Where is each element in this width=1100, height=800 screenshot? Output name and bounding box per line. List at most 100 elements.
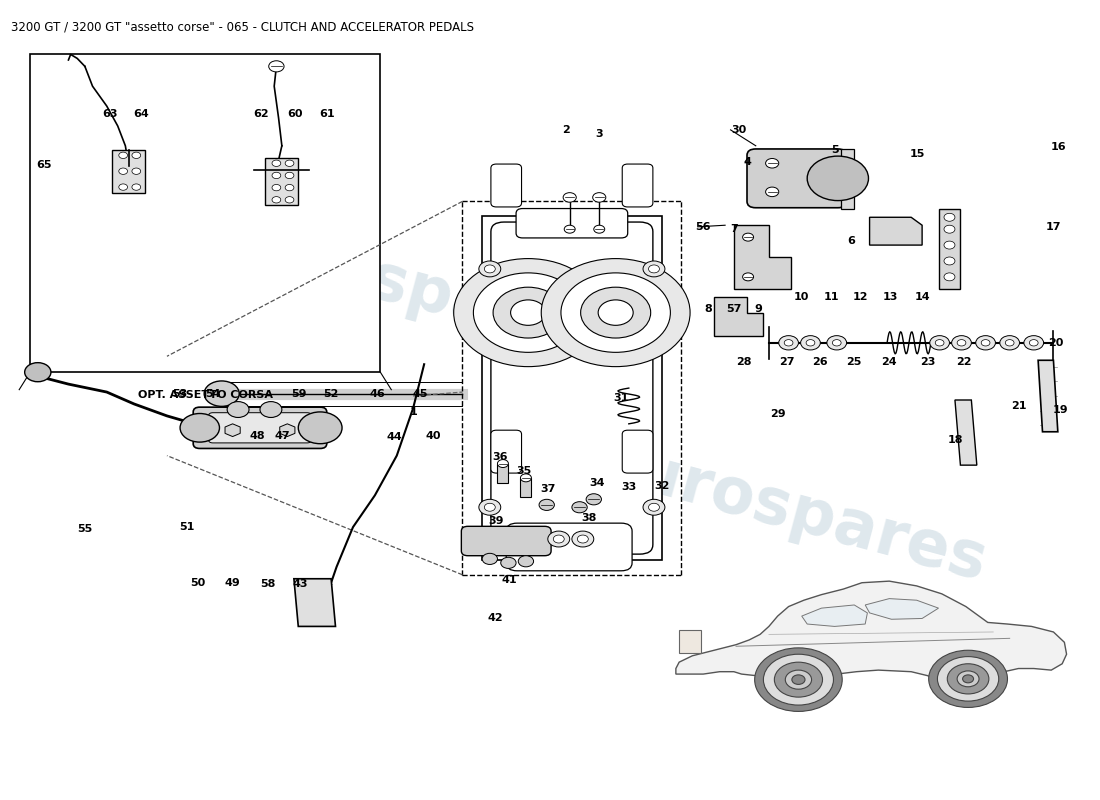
Circle shape [742,273,754,281]
Text: 52: 52 [323,390,339,399]
Text: 2: 2 [562,125,570,135]
Circle shape [561,273,670,352]
Text: 3200 GT / 3200 GT "assetto corse" - 065 - CLUTCH AND ACCELERATOR PEDALS: 3200 GT / 3200 GT "assetto corse" - 065 … [11,20,474,33]
Text: OPT. ASSETTO CORSA: OPT. ASSETTO CORSA [138,390,273,400]
Circle shape [586,494,602,505]
Text: 11: 11 [824,292,839,302]
Circle shape [807,156,869,201]
Text: 18: 18 [947,434,962,445]
Text: eurospares: eurospares [205,206,610,371]
Circle shape [944,214,955,222]
Text: 64: 64 [133,109,148,119]
Circle shape [132,168,141,174]
Text: 33: 33 [621,482,637,492]
Polygon shape [1038,360,1058,432]
Circle shape [649,503,659,511]
Circle shape [766,158,779,168]
Text: 20: 20 [1048,338,1064,348]
Circle shape [937,657,999,701]
Text: 4: 4 [744,157,751,166]
Bar [30,54,381,372]
Bar [482,216,661,561]
Text: 17: 17 [1046,222,1062,232]
Text: 54: 54 [206,390,221,399]
Text: 65: 65 [36,160,52,170]
Polygon shape [294,578,335,626]
Circle shape [520,474,531,482]
Circle shape [298,412,342,444]
Text: 26: 26 [813,357,828,367]
Text: eurospares: eurospares [587,429,994,594]
Text: 19: 19 [1053,405,1068,414]
Circle shape [976,336,996,350]
FancyBboxPatch shape [491,222,653,554]
Circle shape [272,185,280,190]
Circle shape [833,340,842,346]
Polygon shape [279,424,295,437]
Circle shape [272,197,280,203]
Circle shape [24,362,51,382]
Bar [497,463,508,482]
Text: 49: 49 [224,578,241,588]
Circle shape [1000,336,1020,350]
Text: 22: 22 [956,357,971,367]
Text: 23: 23 [920,357,935,367]
Circle shape [119,152,128,158]
FancyBboxPatch shape [516,209,628,238]
Circle shape [763,654,834,705]
Text: 37: 37 [540,484,556,494]
Text: 55: 55 [77,524,92,534]
Text: 3: 3 [595,129,603,139]
Circle shape [930,336,949,350]
Circle shape [779,336,799,350]
Circle shape [935,340,944,346]
Circle shape [792,675,805,685]
Polygon shape [226,424,240,437]
FancyBboxPatch shape [506,523,632,571]
Text: 16: 16 [1052,142,1067,152]
Text: 7: 7 [730,224,738,234]
Bar [938,210,960,289]
Polygon shape [870,218,922,245]
Polygon shape [866,598,938,619]
Circle shape [553,535,564,543]
Circle shape [774,662,823,697]
Bar [520,478,531,497]
Text: 14: 14 [914,292,929,302]
Circle shape [518,556,534,567]
Circle shape [1030,340,1038,346]
Circle shape [285,185,294,190]
Text: 42: 42 [487,614,503,623]
Polygon shape [955,400,977,465]
Circle shape [541,258,690,366]
Circle shape [1024,336,1044,350]
Circle shape [500,558,516,569]
Text: 10: 10 [794,292,810,302]
Circle shape [594,226,605,233]
Circle shape [962,675,974,683]
Circle shape [132,152,141,158]
Text: 51: 51 [179,522,195,532]
Circle shape [1005,340,1014,346]
Circle shape [593,193,606,202]
Text: 61: 61 [319,109,334,119]
Text: 45: 45 [412,390,428,399]
Text: 8: 8 [705,304,713,314]
Circle shape [285,197,294,203]
Circle shape [563,193,576,202]
Text: 15: 15 [910,149,925,158]
Text: 41: 41 [502,574,517,585]
Circle shape [180,414,220,442]
Text: 53: 53 [173,390,188,399]
Circle shape [268,61,284,72]
Text: 9: 9 [754,304,762,314]
Text: 57: 57 [726,305,741,314]
Text: 59: 59 [292,390,307,399]
Circle shape [957,671,979,686]
Text: 27: 27 [779,357,794,367]
FancyBboxPatch shape [491,164,521,207]
Circle shape [478,499,500,515]
FancyBboxPatch shape [623,164,653,207]
Text: 39: 39 [488,516,504,526]
Circle shape [572,531,594,547]
